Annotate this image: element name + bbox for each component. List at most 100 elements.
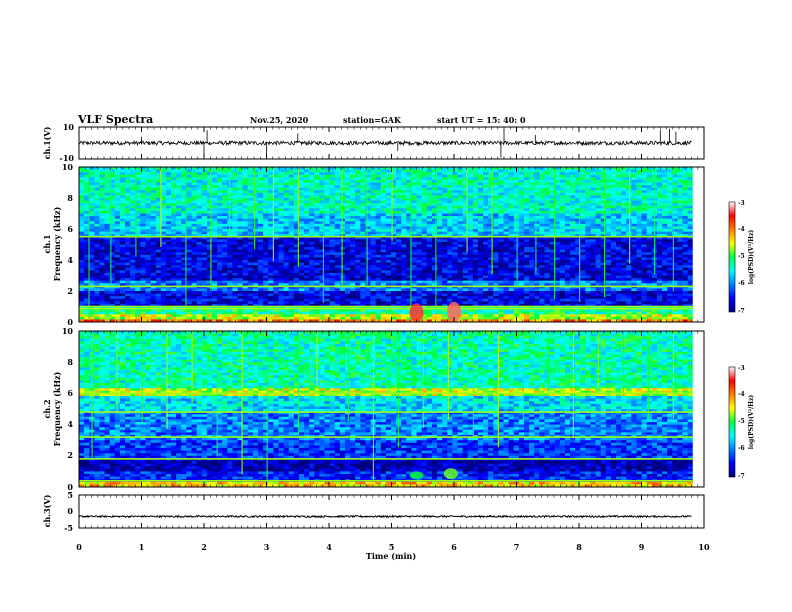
spectrogram-cell [421,177,428,181]
spectrogram-cell [130,210,136,214]
spectrogram-cell [488,247,494,251]
spectrogram-cell [99,221,105,225]
spectrogram-cell [370,205,377,209]
spectrogram-cell [442,216,448,220]
spectrogram-cell [135,231,141,235]
spectrogram-cell [355,260,361,263]
spectrogram-cell [227,254,233,258]
spectrogram-cell [396,267,402,271]
spectrogram-cell [211,260,218,263]
spectrogram-cell [201,177,208,181]
spectrogram-cell [498,239,504,243]
spectrogram-cell [191,216,198,220]
spectrogram-cell [380,234,387,238]
spectrogram-cell [181,257,187,261]
spectrogram-cell [222,262,228,266]
spectrogram-cell [498,223,504,227]
spectrogram-cell [293,182,300,186]
spectrogram-cell [411,167,417,170]
spectrogram-cell [304,210,310,214]
spectrogram-cell [217,192,223,196]
spectrogram-cell [401,291,407,294]
spectrogram-cell [278,218,284,222]
spectrogram-cell [298,210,305,214]
spectrogram-cell [350,208,356,212]
spectrogram-cell [125,254,131,258]
spectrogram-cell [125,169,131,173]
spectrogram-cell [283,280,290,284]
spectrogram-cell [365,247,371,251]
spectrogram-cell [165,257,172,261]
spectrogram-cell [442,298,448,302]
spectrogram-cell [217,301,223,305]
spectrogram-cell [268,177,274,181]
spectrogram-cell [472,262,479,266]
spectrogram-cell [242,182,249,186]
spectrogram-cell [160,192,167,196]
spectrogram-cell [283,288,290,292]
spectrogram-cell [365,316,371,320]
spectrogram-cell [304,223,310,227]
spectrogram-cell [84,226,90,230]
spectrogram-cell [119,267,126,271]
spectrogram-cell [498,169,504,173]
spectrogram-cell [119,298,126,302]
spectrogram-cell [472,270,479,274]
spectrogram-cell [370,198,377,201]
spectrogram-cell [385,208,392,212]
spectrogram-cell [477,226,484,230]
spectrogram-cell [191,319,198,323]
spectrogram-cell [309,285,315,289]
spectrogram-cell [273,283,279,287]
spectrogram-cell [145,262,151,266]
spectrogram-cell [457,288,463,292]
spectrogram-cell [99,185,105,189]
spectrogram-cell [283,203,290,207]
spectrogram-cell [401,187,407,191]
spectrogram-cell [447,296,453,300]
spectrogram-cell [79,210,85,214]
spectrogram-cell [206,172,213,176]
spectrogram-cell [119,252,126,256]
spectrogram-cell [135,185,141,189]
spectrogram-cell [237,234,244,238]
spectrogram-cell [437,278,443,282]
spectrogram-cell [401,311,407,315]
spectrogram-cell [247,314,254,318]
spectrogram-cell [365,229,371,232]
spectrogram-cell [375,231,382,235]
spectrogram-cell [232,221,238,225]
spectrogram-cell [288,314,295,318]
spectrogram-cell [186,221,192,225]
spectrogram-cell [380,316,387,320]
spectrogram-cell [442,192,448,196]
spectrogram-cell [503,169,510,173]
spectrogram-cell [309,182,315,186]
spectrogram-cell [493,301,499,305]
spectrogram-cell [401,174,407,178]
spectrogram-cell [130,278,136,282]
spectrogram-cell [273,265,279,269]
spectrogram-cell [84,179,90,183]
spectrogram-cell [176,272,182,276]
spectrogram-cell [273,298,279,302]
spectrogram-cell [191,169,198,173]
spectrogram-cell [278,288,284,292]
spectrogram-cell [125,192,131,196]
spectrogram-cell [457,298,463,302]
spectrogram-cell [370,293,377,297]
spectrogram-cell [314,275,320,279]
spectrogram-cell [309,272,315,276]
spectrogram-cell [355,301,361,305]
spectrogram-cell [109,229,116,232]
spectrogram-cell [355,265,361,269]
spectrogram-cell [217,187,223,191]
spectrogram-cell [411,169,417,173]
spectrogram-cell [196,309,203,313]
spectrogram-cell [483,311,489,315]
spectrogram-cell [145,265,151,269]
spectrogram-cell [263,280,269,284]
spectrogram-cell [130,221,136,225]
spectrogram-cell [293,221,300,225]
spectrogram-cell [268,229,274,232]
